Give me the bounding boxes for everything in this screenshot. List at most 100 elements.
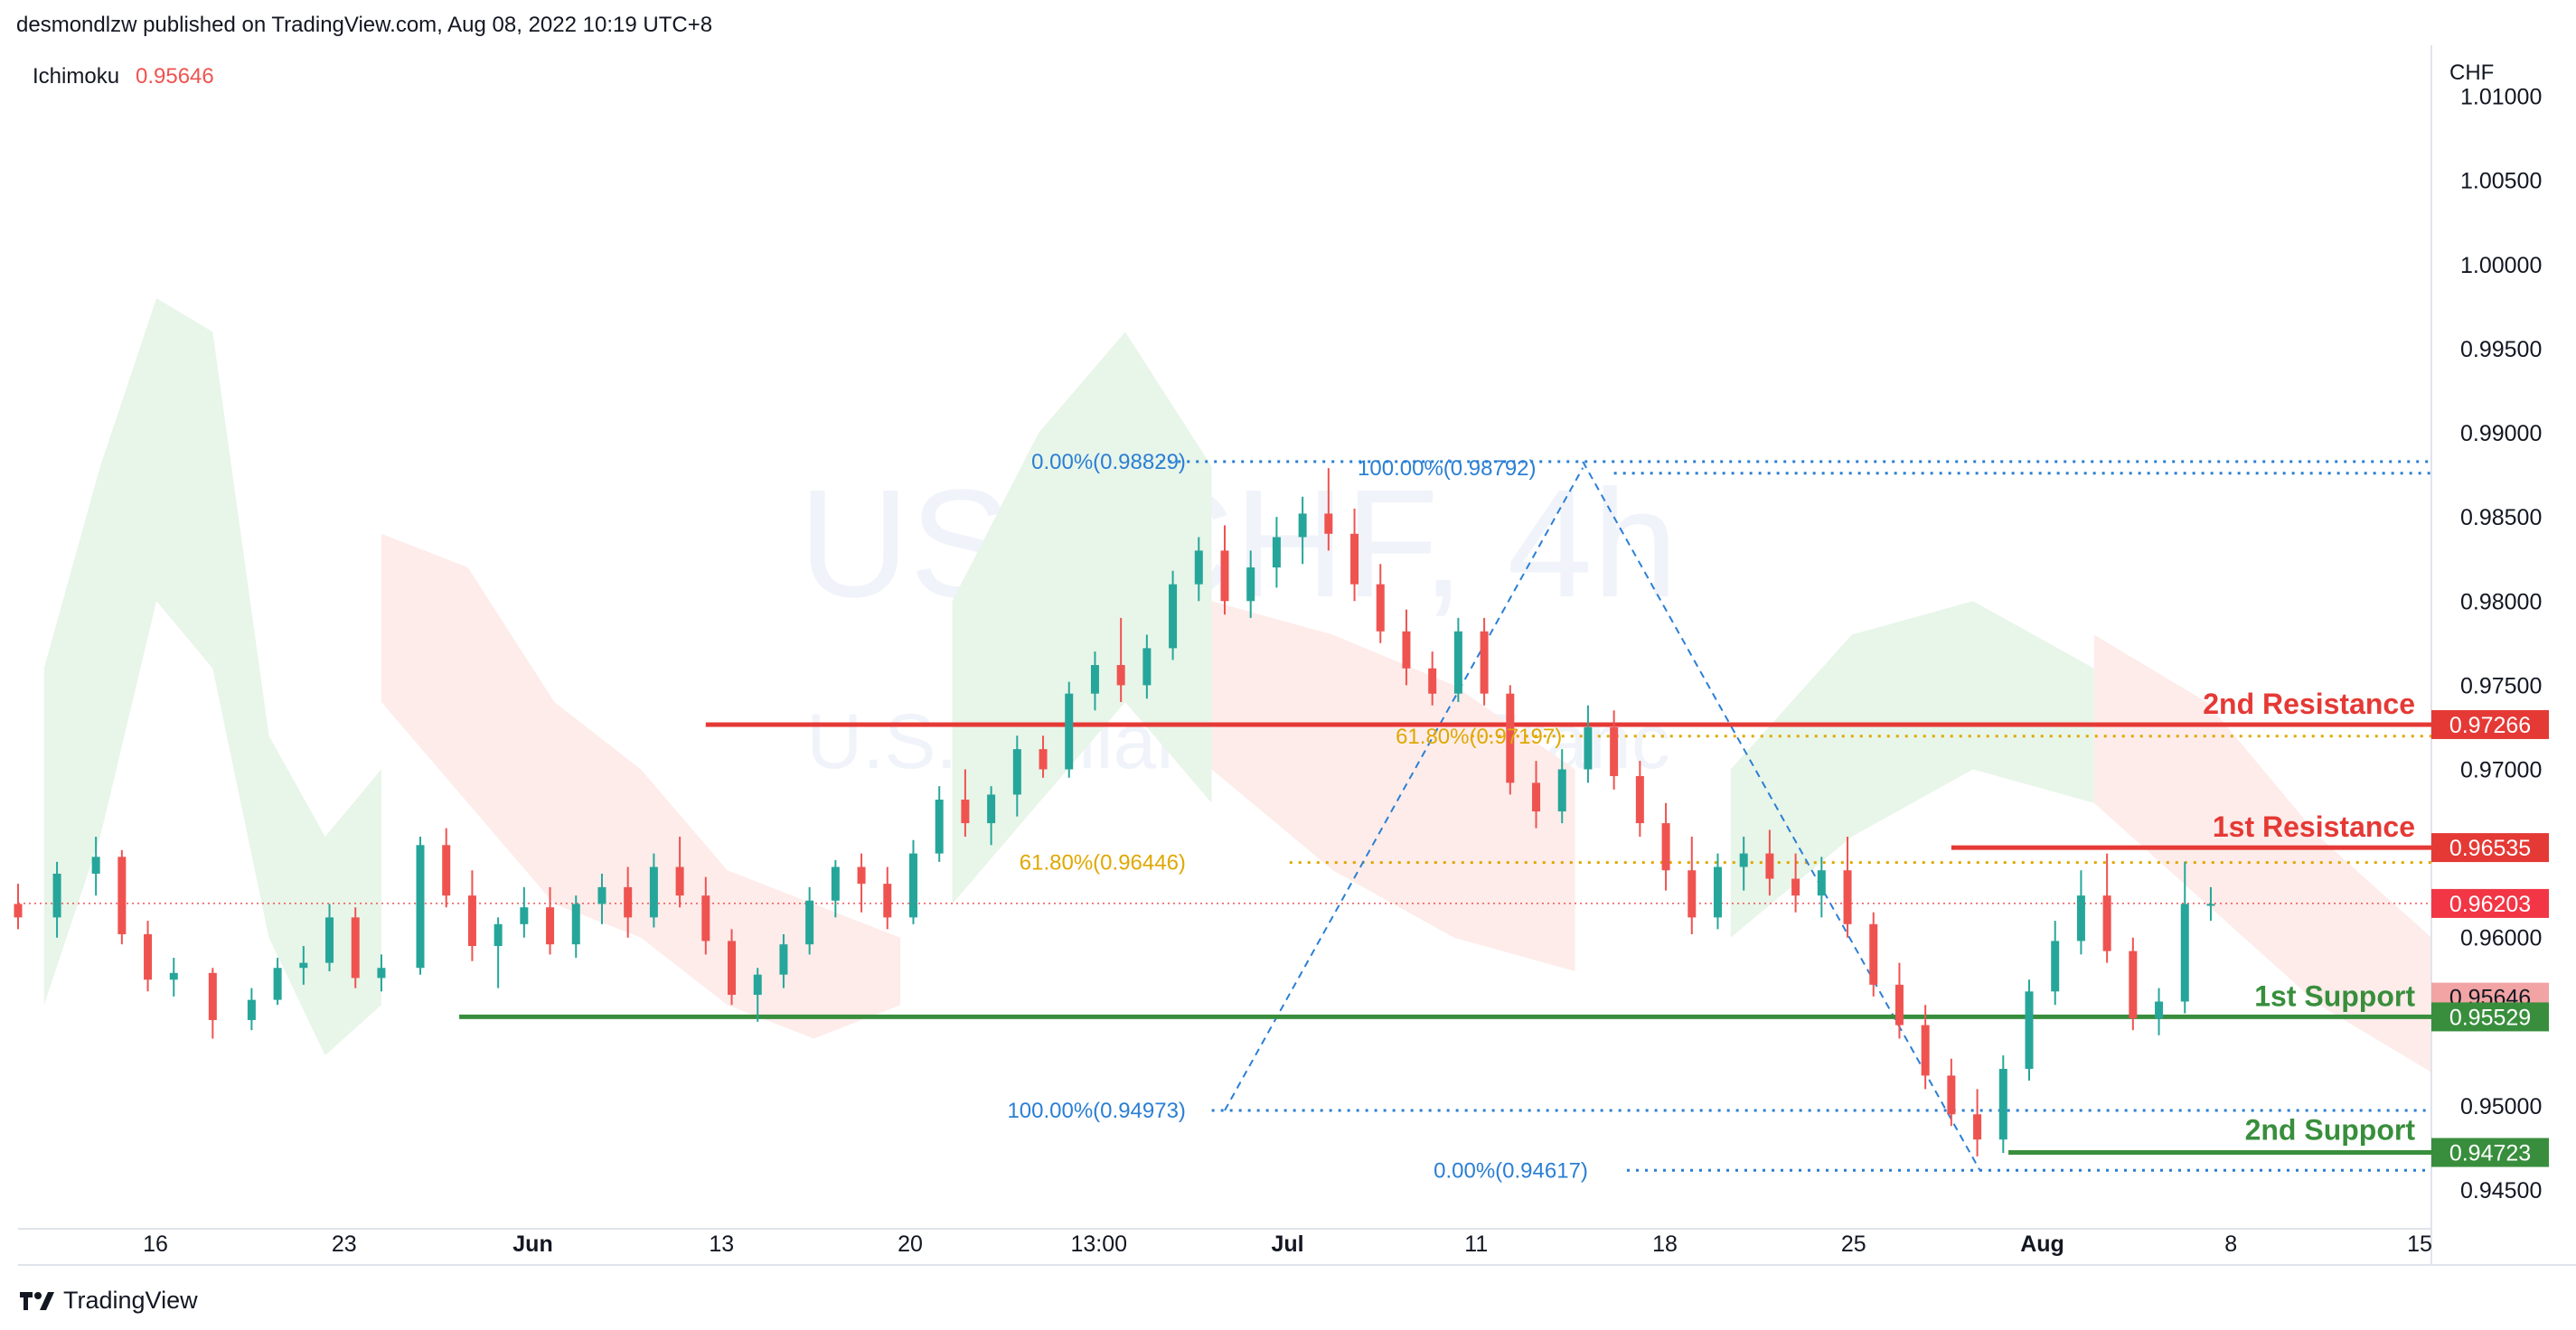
currency-label: CHF bbox=[2449, 61, 2494, 85]
candle-body bbox=[1506, 693, 1515, 783]
indicator-name: Ichimoku bbox=[33, 64, 119, 89]
candle-body bbox=[597, 886, 606, 904]
candle-body bbox=[416, 845, 425, 969]
x-tick-label: 13 bbox=[709, 1232, 734, 1257]
price-axis-label: 0.94723 bbox=[2431, 1138, 2549, 1167]
candle-body bbox=[1376, 584, 1385, 632]
candle-body bbox=[961, 800, 970, 824]
fib-trend-line bbox=[1224, 467, 1584, 1111]
y-tick-label: 0.98000 bbox=[2460, 589, 2542, 614]
footer: TradingView bbox=[20, 1287, 198, 1315]
candle-body bbox=[520, 907, 529, 924]
candle-body bbox=[857, 866, 866, 885]
candle-body bbox=[779, 944, 788, 975]
candle-body bbox=[2076, 895, 2085, 941]
price-axis-label-bg bbox=[2431, 1138, 2549, 1167]
candle-body bbox=[1402, 631, 1411, 669]
candle-body bbox=[442, 845, 451, 896]
candle-body bbox=[1116, 665, 1125, 686]
ichimoku-cloud-bullish bbox=[1730, 601, 2094, 938]
price-axis-label-text: 0.97266 bbox=[2449, 713, 2531, 738]
candle-body bbox=[144, 933, 153, 980]
candle-body bbox=[1894, 984, 1904, 1026]
candle-body bbox=[247, 999, 256, 1020]
footer-brand: TradingView bbox=[63, 1287, 198, 1314]
candle-body bbox=[14, 904, 23, 918]
y-tick-label: 0.95000 bbox=[2460, 1094, 2542, 1119]
candle-body bbox=[1584, 726, 1593, 770]
candle-body bbox=[208, 972, 217, 1020]
candle-body bbox=[1765, 853, 1774, 879]
annotations: 0.00%(0.98829) 100.00%(0.98792) 61.80%(0.9… bbox=[1007, 450, 2549, 1183]
candle-body bbox=[118, 857, 127, 934]
candle-body bbox=[1142, 648, 1152, 686]
candle-body bbox=[624, 886, 633, 918]
candle-body bbox=[351, 917, 360, 979]
candle-body bbox=[1298, 513, 1307, 538]
candle-body bbox=[2102, 895, 2111, 951]
candle-body bbox=[169, 972, 178, 980]
candle-body bbox=[1324, 513, 1333, 534]
candle-body bbox=[467, 895, 476, 947]
candle-body bbox=[1661, 823, 1670, 871]
candle-body bbox=[1921, 1025, 1930, 1076]
candle-body bbox=[2180, 904, 2189, 1002]
candle-body bbox=[1480, 631, 1489, 694]
x-tick-label: 13:00 bbox=[1070, 1232, 1127, 1257]
candle-body bbox=[1246, 567, 1255, 602]
x-tick-label: 23 bbox=[332, 1232, 357, 1257]
candle-body bbox=[1065, 693, 1074, 770]
candle-body bbox=[571, 904, 580, 945]
candle-body bbox=[2051, 941, 2060, 992]
candle-body bbox=[1635, 775, 1644, 824]
price-axis-label-bg bbox=[2431, 709, 2549, 739]
price-axis-label: 0.97266 bbox=[2431, 709, 2549, 739]
candle-body bbox=[1688, 870, 1697, 918]
x-tick-label: 8 bbox=[2224, 1232, 2237, 1257]
y-tick-label: 0.96000 bbox=[2460, 926, 2542, 951]
price-chart[interactable]: USDCHF, 4h U.S. Dollar / Swiss Franc 1.0… bbox=[0, 0, 2576, 1283]
candle-body bbox=[1039, 749, 1048, 770]
x-tick-label: Jul bbox=[1271, 1232, 1303, 1257]
candlesticks bbox=[14, 468, 2215, 1157]
indicator-value: 0.95646 bbox=[136, 64, 214, 89]
fib-label: 0.00%(0.98829) bbox=[1031, 450, 1186, 474]
candle-body bbox=[987, 794, 996, 824]
price-axis-label-text: 0.96203 bbox=[2449, 892, 2531, 917]
ichimoku-cloud-bearish bbox=[2093, 634, 2431, 1072]
fib-label: 0.00%(0.94617) bbox=[1434, 1158, 1588, 1183]
candle-body bbox=[1272, 537, 1281, 568]
candle-body bbox=[935, 800, 944, 854]
candle-body bbox=[377, 968, 386, 979]
candle-body bbox=[52, 873, 61, 918]
candle-body bbox=[728, 941, 737, 996]
x-tick-label: 15 bbox=[2407, 1232, 2432, 1257]
y-tick-label: 1.00000 bbox=[2460, 253, 2542, 278]
candle-body bbox=[273, 968, 282, 1000]
y-tick-label: 1.00500 bbox=[2460, 169, 2542, 194]
candle-body bbox=[1350, 533, 1359, 585]
x-tick-label: 25 bbox=[1841, 1232, 1866, 1257]
candle-body bbox=[1453, 631, 1462, 694]
y-tick-label: 0.97000 bbox=[2460, 757, 2542, 782]
ichimoku-cloud-bullish bbox=[43, 298, 381, 1056]
tradingview-logo-icon bbox=[20, 1291, 54, 1310]
publisher-caption: desmondlzw published on TradingView.com,… bbox=[16, 13, 713, 37]
candle-body bbox=[1947, 1075, 1956, 1115]
x-tick-label: Jun bbox=[512, 1232, 552, 1257]
candle-body bbox=[494, 923, 503, 947]
candle-body bbox=[805, 900, 814, 945]
fib-label: 100.00%(0.98792) bbox=[1358, 456, 1536, 481]
price-axis-label-bg bbox=[2431, 888, 2549, 918]
candle-body bbox=[91, 857, 100, 874]
y-tick-label: 0.99500 bbox=[2460, 337, 2542, 362]
candle-body bbox=[2025, 991, 2034, 1069]
y-tick-label: 0.97500 bbox=[2460, 673, 2542, 698]
price-axis-label-bg bbox=[2431, 1002, 2549, 1032]
y-tick-label: 1.01000 bbox=[2460, 85, 2542, 110]
candle-body bbox=[1428, 668, 1437, 694]
fib-label: 61.80%(0.97197) bbox=[1396, 725, 1562, 749]
candle-body bbox=[1817, 870, 1826, 896]
price-axis-label-text: 0.96535 bbox=[2449, 836, 2531, 861]
level-label: 1st Resistance bbox=[2213, 810, 2415, 843]
